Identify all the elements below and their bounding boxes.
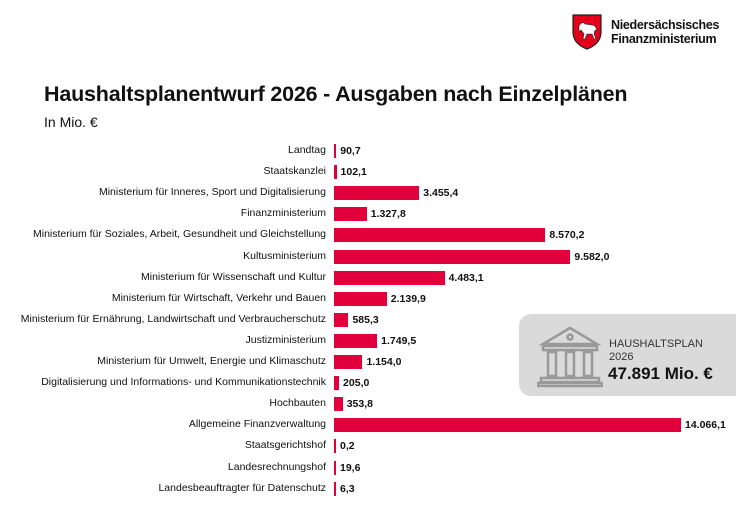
category-label: Landesrechnungshof: [227, 460, 326, 473]
value-label: 8.570,2: [549, 229, 585, 242]
org-name-line1: Niedersächsisches: [611, 18, 720, 32]
bar: [334, 355, 363, 369]
bar: [334, 418, 681, 433]
bar: [334, 207, 367, 222]
category-label: Kultusministerium: [243, 249, 326, 262]
bar: [334, 291, 387, 306]
value-label: 3.455,4: [423, 187, 459, 200]
value-label: 14.066,1: [685, 419, 726, 432]
category-label: Landtag: [288, 144, 326, 156]
category-label: Ministerium für Wirtschaft, Verkehr und …: [111, 291, 326, 304]
value-label: 585,3: [352, 313, 379, 326]
category-label: Hochbauten: [269, 397, 326, 410]
value-label: 0,2: [340, 440, 355, 453]
bar: [334, 228, 546, 243]
category-label: Ministerium für Umwelt, Energie und Klim…: [97, 355, 326, 367]
value-label: 102,1: [340, 166, 367, 179]
chart-title: Haushaltsplanentwurf 2026 - Ausgaben nac…: [44, 82, 628, 106]
value-label: 1.154,0: [366, 356, 402, 368]
category-label: Finanzministerium: [240, 207, 326, 220]
value-label: 4.483,1: [448, 271, 484, 284]
category-label: Ministerium für Ernährung, Landwirtschaf…: [20, 312, 326, 325]
value-label: 19,6: [340, 461, 361, 474]
value-label: 1.749,5: [381, 334, 417, 347]
bar: [334, 376, 340, 391]
bar: [334, 460, 336, 475]
bar: [334, 249, 571, 264]
bar: [334, 270, 445, 285]
total-label: HAUSHALTSPLAN: [609, 338, 703, 350]
category-label: Staatsgerichtshof: [244, 439, 326, 452]
chart-subtitle: In Mio. €: [44, 114, 98, 130]
value-label: 353,8: [346, 398, 373, 411]
category-label: Justizministerium: [245, 333, 326, 346]
bar: [334, 481, 336, 496]
coat-of-arms-icon: [572, 14, 602, 50]
category-label: Ministerium für Soziales, Arbeit, Gesund…: [33, 228, 326, 241]
value-label: 9.582,0: [574, 250, 610, 263]
ministry-logo: Niedersächsisches Finanzministerium: [572, 14, 719, 50]
bar: [334, 186, 420, 201]
bar: [334, 144, 337, 158]
value-label: 6,3: [340, 482, 355, 495]
value-label: 1.327,8: [370, 208, 406, 221]
category-label: Ministerium für Wissenschaft und Kultur: [141, 270, 326, 283]
category-label: Landesbeauftragter für Datenschutz: [158, 481, 326, 494]
category-label: Ministerium für Inneres, Sport und Digit…: [98, 186, 326, 199]
bar: [334, 312, 349, 327]
category-label: Digitalisierung und Informations- und Ko…: [41, 376, 326, 389]
org-name-line2: Finanzministerium: [611, 32, 717, 46]
bar: [334, 165, 337, 180]
category-label: Allgemeine Finanzverwaltung: [188, 418, 326, 431]
total-amount: 47.891 Mio. €: [608, 364, 713, 383]
bar: [334, 397, 343, 412]
bar: [334, 333, 378, 348]
value-label: 205,0: [343, 377, 370, 390]
total-year: 2026: [609, 351, 634, 363]
value-label: 90,7: [340, 145, 361, 157]
bar: [334, 439, 336, 454]
bank-building-icon: [537, 326, 603, 388]
category-label: Staatskanzlei: [263, 165, 326, 178]
value-label: 2.139,9: [390, 292, 426, 305]
total-budget-panel: HAUSHALTSPLAN 2026 47.891 Mio. €: [519, 314, 736, 396]
